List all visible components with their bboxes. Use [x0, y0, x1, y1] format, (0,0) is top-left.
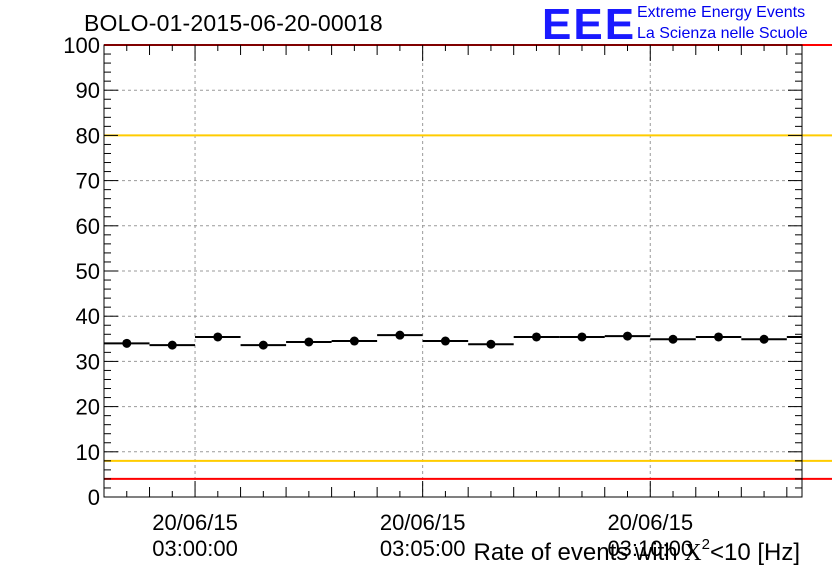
x-tick-date-label: 20/06/15: [380, 510, 466, 535]
data-point: [623, 331, 632, 341]
data-point: [714, 332, 724, 342]
y-tick-label: 0: [88, 485, 100, 510]
data-point: [486, 339, 496, 349]
tick-labels: 010203040506070809010020/06/1503:00:0020…: [63, 33, 693, 561]
logo-line-2: La Scienza nelle Scuole: [637, 25, 808, 42]
x-tick-time-label: 03:05:00: [380, 536, 466, 561]
y-tick-label: 30: [76, 349, 100, 374]
logo-line-1: Extreme Energy Events: [637, 4, 806, 21]
x-tick-time-label: 03:00:00: [152, 536, 238, 561]
y-tick-label: 80: [76, 123, 100, 148]
y-tick-label: 40: [76, 304, 100, 329]
data-point: [304, 337, 314, 347]
data-point: [167, 340, 177, 350]
data-series: [104, 330, 802, 350]
data-point: [258, 340, 268, 350]
x-axis-title-part-1: Rate of events with: [473, 539, 684, 566]
data-point: [668, 334, 678, 344]
y-tick-label: 20: [76, 395, 100, 420]
axes: [103, 44, 803, 498]
x-axis-title-part-2: <10 [Hz]: [710, 539, 800, 566]
data-point: [122, 338, 132, 348]
data-point: [213, 332, 223, 342]
y-tick-label: 60: [76, 214, 100, 239]
data-point: [531, 332, 541, 342]
x-axis-title-sup: 2: [702, 536, 710, 553]
y-tick-label: 100: [63, 33, 100, 58]
data-point: [759, 334, 769, 344]
data-point: [577, 332, 587, 342]
x-tick-date-label: 20/06/15: [152, 510, 238, 535]
data-point: [349, 336, 359, 346]
x-axis-title: Rate of events with X2<10 [Hz]: [473, 536, 800, 566]
eee-logo-mark: EEE: [542, 0, 637, 49]
y-tick-label: 90: [76, 78, 100, 103]
x-tick-date-label: 20/06/15: [607, 510, 693, 535]
x-tick-time-label: 03:10:00: [607, 536, 693, 561]
data-point: [440, 336, 450, 346]
y-tick-label: 70: [76, 169, 100, 194]
run-title: BOLO-01-2015-06-20-00018: [84, 10, 383, 36]
y-tick-label: 10: [76, 440, 100, 465]
y-tick-label: 50: [76, 259, 100, 284]
eee-logo: EEE Extreme Energy Events La Scienza nel…: [542, 0, 832, 49]
reference-lines: [104, 44, 832, 480]
grid-layer: [104, 45, 802, 497]
data-point: [395, 330, 405, 340]
x-axis-title-chi: X: [684, 540, 701, 566]
